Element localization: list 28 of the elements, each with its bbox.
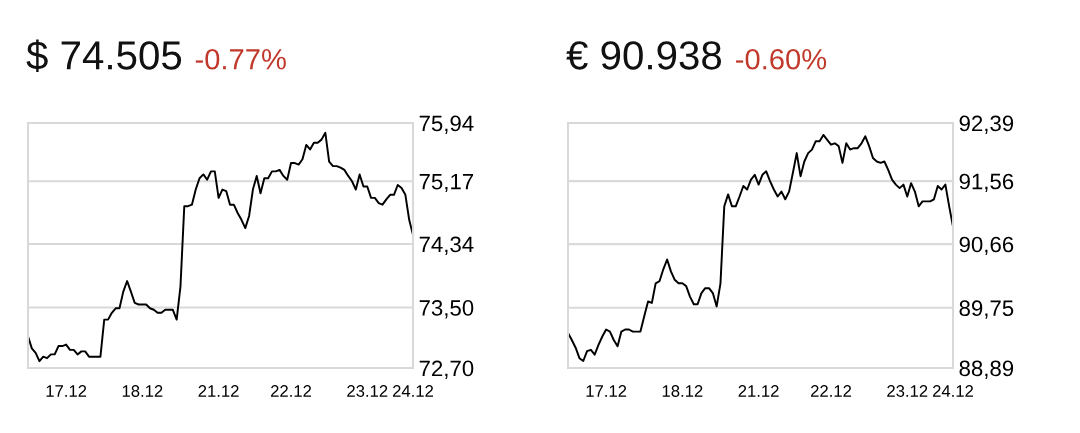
x-tick-label: 22.12 <box>811 385 852 397</box>
y-tick-label: 74,34 <box>419 236 474 255</box>
x-tick-label: 18.12 <box>662 385 703 397</box>
chart-subtitle: -0.60% <box>736 48 827 70</box>
chart-title: € 90.938 <box>566 41 722 70</box>
x-tick-label: 24.12 <box>392 385 434 397</box>
x-tick-label: 17.12 <box>586 385 627 397</box>
y-tick-label: 75,94 <box>419 115 474 134</box>
x-tick-label: 23.12 <box>887 385 928 397</box>
line-series <box>568 133 953 362</box>
y-tick-label: 72,70 <box>419 360 474 379</box>
line-series <box>28 131 413 363</box>
y-tick-label: 89,75 <box>959 300 1014 319</box>
x-tick-label: 22.12 <box>271 385 312 397</box>
chart-subtitle: -0.77% <box>195 48 286 70</box>
y-tick-label: 73,50 <box>419 300 474 319</box>
y-tick-label: 92,39 <box>959 115 1014 134</box>
x-tick-label: 23.12 <box>347 385 388 397</box>
x-tick-label: 21.12 <box>738 385 779 397</box>
x-tick-label: 24.12 <box>932 385 974 397</box>
y-tick-label: 90,66 <box>959 236 1014 255</box>
y-tick-label: 88,89 <box>959 360 1014 379</box>
x-tick-label: 18.12 <box>122 385 163 397</box>
chart-title: $ 74.505 <box>26 39 182 73</box>
x-tick-label: 17.12 <box>46 385 87 397</box>
y-tick-label: 75,17 <box>419 173 474 193</box>
x-tick-label: 21.12 <box>198 385 239 397</box>
y-tick-label: 91,56 <box>959 173 1014 192</box>
